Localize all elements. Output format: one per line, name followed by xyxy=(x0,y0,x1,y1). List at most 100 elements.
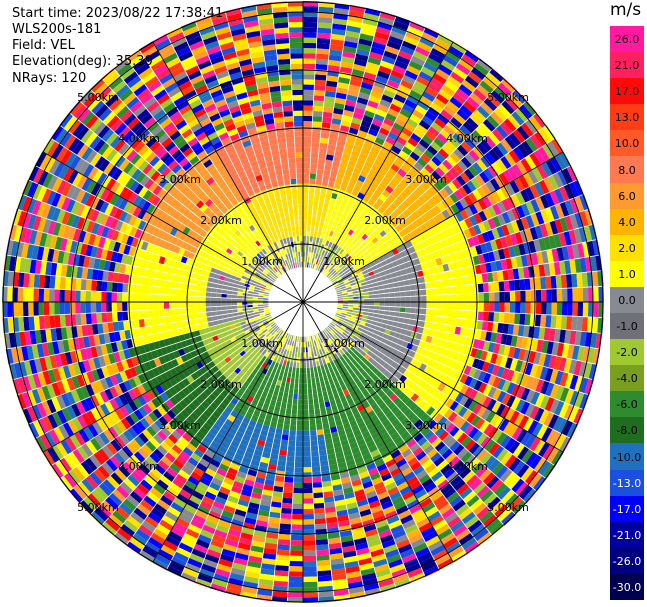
range-gate xyxy=(303,6,319,12)
range-gate xyxy=(55,442,69,458)
range-gate xyxy=(554,188,565,204)
range-gate xyxy=(268,319,274,324)
range-gate xyxy=(431,234,440,244)
range-gate xyxy=(163,294,170,302)
ray-separator xyxy=(311,335,381,592)
range-gate xyxy=(52,340,60,355)
range-gate xyxy=(391,98,405,109)
range-gate xyxy=(364,343,372,351)
range-gate xyxy=(334,97,347,105)
range-gate xyxy=(202,472,214,482)
range-gate xyxy=(205,291,212,298)
range-gate xyxy=(398,317,405,324)
range-gate xyxy=(344,142,355,150)
range-gate xyxy=(438,444,450,456)
range-gate xyxy=(348,361,355,369)
range-gate xyxy=(395,55,411,66)
range-gate xyxy=(17,377,27,394)
range-gate xyxy=(109,455,122,469)
range-gate xyxy=(392,529,407,540)
range-gate xyxy=(332,489,344,497)
range-gate xyxy=(241,456,252,465)
range-gate xyxy=(545,159,558,175)
range-gate xyxy=(363,305,369,309)
range-gate xyxy=(427,82,442,94)
ray-separator xyxy=(9,308,270,365)
range-gate xyxy=(24,330,32,346)
range-gate xyxy=(374,31,390,41)
range-gate xyxy=(199,500,213,511)
range-gate xyxy=(189,553,205,564)
range-gate xyxy=(359,86,372,96)
range-gate xyxy=(477,311,484,321)
range-gate xyxy=(336,337,343,344)
range-gate xyxy=(273,480,285,488)
range-gate xyxy=(516,125,530,141)
range-gate xyxy=(366,350,374,357)
range-gate xyxy=(318,332,323,338)
range-gate xyxy=(482,514,498,528)
range-gate xyxy=(491,190,502,204)
range-gate xyxy=(398,131,411,142)
range-gate xyxy=(587,347,596,364)
range-gate xyxy=(283,482,294,488)
range-gate xyxy=(346,94,358,102)
range-gate xyxy=(451,178,463,190)
range-gate xyxy=(333,282,339,287)
range-gate xyxy=(543,263,551,277)
range-gate xyxy=(349,346,356,353)
range-gate xyxy=(351,424,360,432)
range-gate xyxy=(342,45,357,54)
ray-separator xyxy=(330,125,546,282)
range-gate xyxy=(334,316,340,321)
range-gate xyxy=(428,322,436,330)
range-gate xyxy=(320,267,325,273)
range-gate xyxy=(254,327,261,333)
range-gate xyxy=(439,188,450,199)
range-gate xyxy=(248,352,256,359)
range-gate xyxy=(375,172,385,181)
range-gate xyxy=(317,163,325,170)
range-gate xyxy=(519,278,526,291)
range-gate xyxy=(307,204,314,211)
range-gate xyxy=(65,264,73,278)
range-gate xyxy=(38,315,46,330)
range-gate xyxy=(185,442,197,453)
range-gate xyxy=(262,552,277,560)
range-gate xyxy=(480,330,487,341)
range-gate xyxy=(430,77,445,89)
range-gate xyxy=(441,419,452,431)
range-gate xyxy=(260,429,269,437)
range-gate xyxy=(443,104,457,117)
range-gate xyxy=(520,202,531,217)
range-gate xyxy=(571,243,580,259)
range-gate xyxy=(67,419,79,435)
range-gate xyxy=(518,104,533,120)
range-gate xyxy=(394,476,407,487)
range-gate xyxy=(269,321,275,326)
range-gate xyxy=(59,289,65,302)
range-gate xyxy=(384,302,390,307)
range-gate xyxy=(314,408,321,415)
range-gate xyxy=(497,270,504,282)
range-gate xyxy=(246,424,255,432)
range-gate xyxy=(216,288,223,294)
range-gate xyxy=(318,249,323,255)
range-gate xyxy=(221,548,236,558)
range-gate xyxy=(218,427,229,437)
range-gate xyxy=(330,354,337,361)
range-gate xyxy=(329,44,344,52)
range-gate xyxy=(116,485,130,499)
range-gate xyxy=(368,543,384,553)
range-gate xyxy=(227,528,242,538)
range-gate xyxy=(111,292,118,302)
range-gate xyxy=(286,403,293,410)
range-gate xyxy=(468,366,477,378)
range-gate xyxy=(426,295,432,302)
ray-separator xyxy=(328,101,527,279)
range-gate xyxy=(180,340,188,349)
range-gate xyxy=(156,405,167,416)
range-gate xyxy=(566,165,578,182)
range-gate xyxy=(160,426,172,438)
range-gate xyxy=(69,350,78,364)
